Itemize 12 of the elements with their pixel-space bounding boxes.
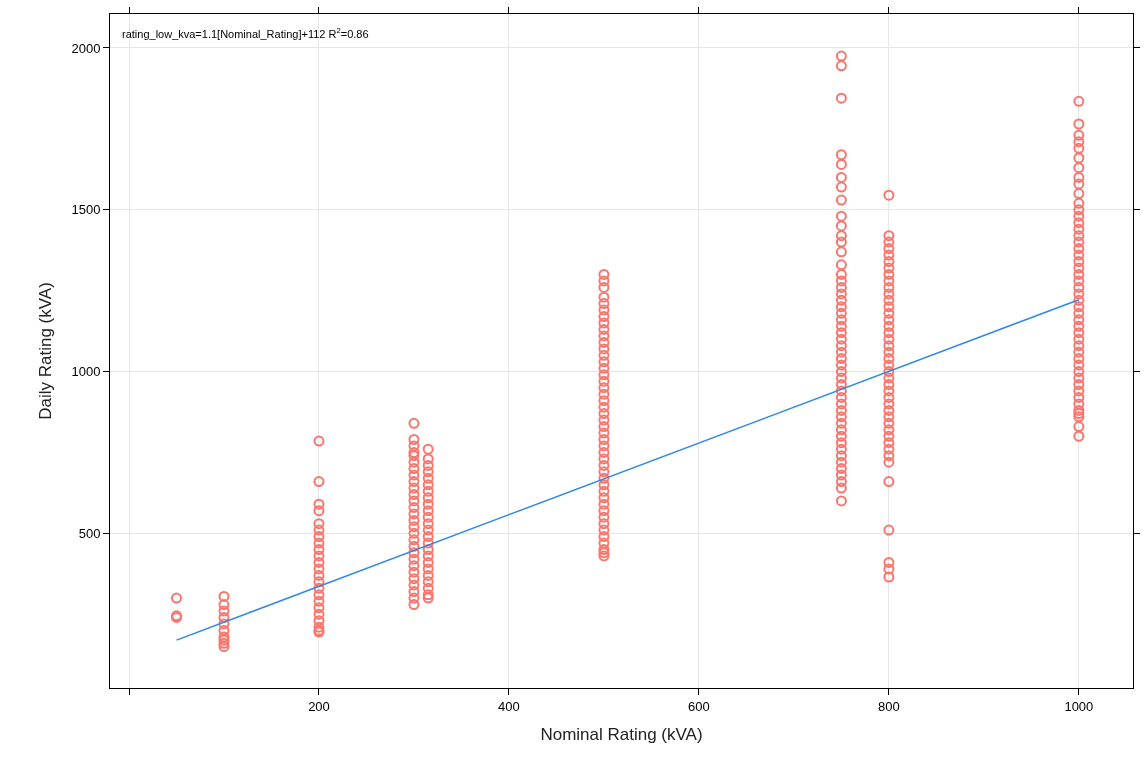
x-tick-label: 400 <box>498 698 520 714</box>
x-axis-title: Nominal Rating (kVA) <box>540 725 703 744</box>
x-tick-label: 800 <box>878 698 900 714</box>
annotation: rating_low_kva=1.1[Nominal_Rating]+112 R$^{2}$=0.86 <box>122 26 369 40</box>
x-tick-label: 200 <box>308 698 330 714</box>
y-tick-label: 500 <box>78 525 101 541</box>
x-tick-label: 1000 <box>1064 698 1094 714</box>
y-tick-label: 1000 <box>71 364 101 380</box>
y-tick-label: 2000 <box>71 40 101 56</box>
y-axis-title: Daily Rating (kVA) <box>36 282 56 420</box>
x-tick-label: 600 <box>688 698 710 714</box>
y-tick-label: 1500 <box>71 202 101 218</box>
